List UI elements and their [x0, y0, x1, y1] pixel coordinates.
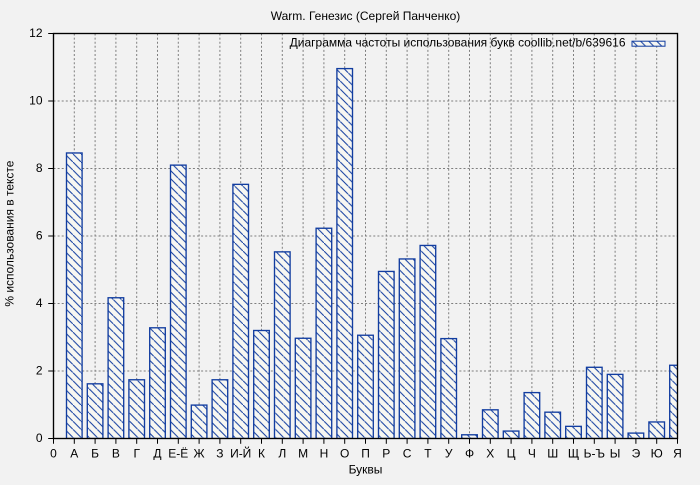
svg-text:И-Й: И-Й [230, 446, 251, 461]
svg-text:Ч: Ч [528, 447, 536, 461]
svg-text:Д: Д [153, 447, 161, 461]
svg-text:Х: Х [486, 447, 494, 461]
svg-text:2: 2 [36, 364, 43, 378]
svg-text:Ю: Ю [651, 447, 663, 461]
svg-text:С: С [403, 447, 412, 461]
svg-text:Е-Ё: Е-Ё [168, 447, 188, 461]
svg-text:Г: Г [133, 447, 140, 461]
svg-text:О: О [340, 447, 349, 461]
svg-text:Б: Б [91, 447, 99, 461]
svg-text:Щ: Щ [568, 447, 579, 461]
svg-text:Н: Н [320, 447, 329, 461]
svg-text:Ы: Ы [610, 447, 621, 461]
svg-text:Ф: Ф [465, 447, 474, 461]
svg-text:Э: Э [632, 447, 641, 461]
svg-text:А: А [70, 447, 78, 461]
svg-text:Ц: Ц [507, 447, 516, 461]
svg-text:К: К [258, 447, 265, 461]
svg-text:Warm. Генезис (Сергей Панченко: Warm. Генезис (Сергей Панченко) [271, 9, 461, 23]
svg-text:12: 12 [29, 26, 43, 40]
svg-text:Т: Т [424, 447, 432, 461]
svg-text:Диаграмма частоты использовани: Диаграмма частоты использования букв coo… [290, 36, 626, 50]
svg-text:6: 6 [36, 229, 43, 243]
svg-text:% использования в тексте: % использования в тексте [3, 160, 17, 306]
svg-text:10: 10 [29, 94, 43, 108]
svg-text:П: П [361, 447, 370, 461]
svg-text:4: 4 [36, 296, 43, 310]
svg-text:0: 0 [36, 431, 43, 445]
svg-text:В: В [112, 447, 120, 461]
svg-text:Л: Л [278, 447, 286, 461]
svg-text:З: З [216, 447, 223, 461]
svg-text:У: У [445, 447, 453, 461]
svg-text:Буквы: Буквы [349, 463, 383, 477]
svg-text:М: М [298, 447, 308, 461]
svg-text:Ж: Ж [194, 447, 205, 461]
svg-text:Р: Р [382, 447, 390, 461]
svg-text:Я: Я [673, 447, 682, 461]
svg-text:8: 8 [36, 161, 43, 175]
svg-text:Ш: Ш [547, 447, 558, 461]
svg-text:0: 0 [50, 447, 57, 461]
svg-text:Ь-Ъ: Ь-Ъ [584, 447, 605, 461]
